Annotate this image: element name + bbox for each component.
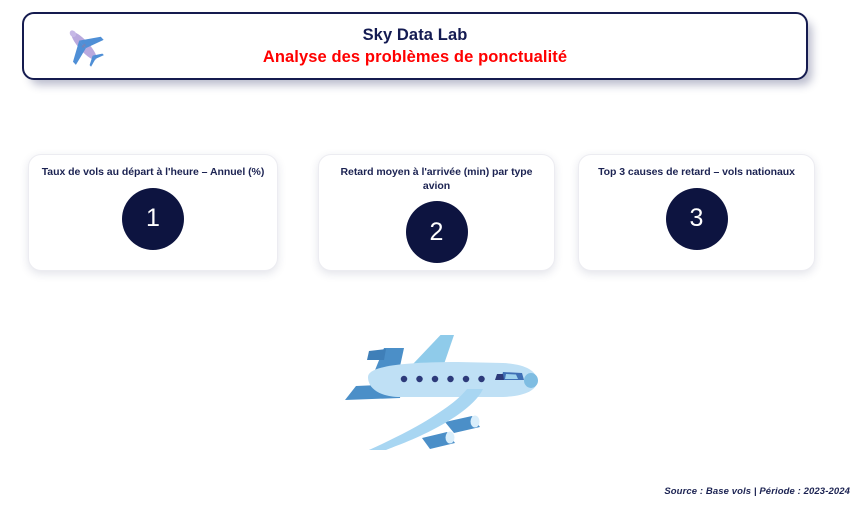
kpi-card-number-badge: 3 [665,187,728,250]
kpi-card-label: Top 3 causes de retard – vols nationaux [598,166,795,178]
kpi-card-label: Retard moyen à l'arrivée (min) par type … [340,166,533,192]
kpi-card-label: Taux de vols au départ à l'heure – Annue… [41,166,265,178]
kpi-card-3[interactable]: Top 3 causes de retard – vols nationaux … [578,154,815,271]
kpi-card-2[interactable]: Retard moyen à l'arrivée (min) par type … [318,154,555,271]
kpi-cards-row: Taux de vols au départ à l'heure – Annue… [0,154,868,274]
page-subtitle: Analyse des problèmes de ponctualité [262,47,568,66]
kpi-card-number-badge: 1 [122,187,184,250]
header-banner: Sky Data Lab Analyse des problèmes de po… [22,12,808,80]
page-title: Sky Data Lab [362,25,468,44]
airplane-icon [60,22,108,70]
header-text-block: Sky Data Lab Analyse des problèmes de po… [24,26,806,67]
footer-source-note: Source : Base vols | Période : 2023-2024 [664,486,850,497]
kpi-card-1[interactable]: Taux de vols au départ à l'heure – Annue… [28,154,278,271]
airplane-illustration [338,334,553,454]
kpi-card-number-badge: 2 [405,201,468,264]
